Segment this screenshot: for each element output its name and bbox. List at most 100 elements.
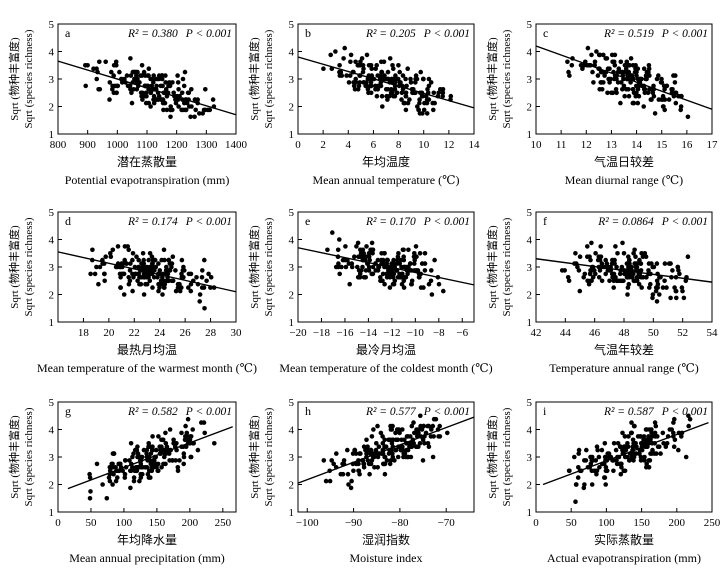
data-point xyxy=(375,257,381,263)
data-point xyxy=(673,100,679,106)
data-point xyxy=(140,471,145,477)
data-point xyxy=(150,444,155,450)
y-axis-label-en: Sqrt (species richness) xyxy=(501,217,513,316)
x-tick-label: −100 xyxy=(296,517,319,529)
data-point xyxy=(378,73,383,78)
data-point xyxy=(122,257,127,263)
x-axis-label-cn: 最热月均温 xyxy=(117,343,177,357)
x-tick-label: −20 xyxy=(289,327,307,339)
data-point xyxy=(652,434,658,439)
data-point xyxy=(136,264,141,270)
data-point xyxy=(358,451,363,456)
data-point xyxy=(355,264,360,270)
panel-letter: a xyxy=(65,26,71,40)
data-point xyxy=(661,441,666,446)
regression-line xyxy=(297,416,475,484)
data-point xyxy=(130,69,136,75)
data-point xyxy=(200,111,205,116)
data-point xyxy=(382,461,388,467)
data-point xyxy=(336,261,341,266)
data-point xyxy=(627,261,632,266)
x-axis-label-cn: 实际蒸散量 xyxy=(594,532,654,547)
data-point xyxy=(193,107,198,113)
data-point xyxy=(641,66,647,71)
data-point xyxy=(328,52,334,58)
x-tick-label: 24 xyxy=(154,327,166,339)
x-tick-label: 13 xyxy=(606,139,618,151)
data-point xyxy=(425,423,431,429)
data-point xyxy=(185,416,191,422)
y-tick-label: 2 xyxy=(49,102,55,114)
data-point xyxy=(150,447,156,453)
data-point xyxy=(629,275,634,280)
data-point xyxy=(177,458,182,463)
data-point xyxy=(110,247,116,253)
data-point xyxy=(408,261,413,266)
x-axis-label-cn: 潜在蒸散量 xyxy=(117,154,177,169)
data-point xyxy=(329,458,335,463)
data-point xyxy=(403,76,408,82)
data-point xyxy=(107,478,113,484)
data-point xyxy=(649,430,654,436)
data-point xyxy=(161,247,167,253)
y-tick-label: 5 xyxy=(49,19,55,31)
data-point xyxy=(424,100,430,106)
data-point xyxy=(581,485,587,491)
data-point xyxy=(668,261,673,266)
data-point xyxy=(399,90,405,96)
data-point xyxy=(601,52,606,58)
data-point xyxy=(343,244,348,249)
data-point xyxy=(351,468,356,474)
data-point xyxy=(661,104,666,109)
data-point xyxy=(566,69,571,75)
data-point xyxy=(590,275,596,280)
data-point xyxy=(90,247,95,253)
data-point xyxy=(626,281,632,287)
data-point xyxy=(120,468,125,474)
data-point xyxy=(387,93,392,99)
data-point xyxy=(356,83,362,89)
data-point xyxy=(179,430,184,436)
panel-letter: c xyxy=(543,26,548,40)
x-tick-label: 2 xyxy=(320,139,326,151)
x-tick-label: 26 xyxy=(180,327,192,339)
data-point xyxy=(627,271,632,277)
x-axis-label-cn: 湿润指数 xyxy=(362,532,410,547)
data-point xyxy=(115,475,120,480)
r-squared-value: R² = 0.205 xyxy=(365,28,416,40)
data-point xyxy=(144,264,150,270)
data-point xyxy=(348,485,354,491)
data-point xyxy=(142,275,147,280)
data-point xyxy=(422,268,428,273)
data-point xyxy=(97,59,102,65)
data-point xyxy=(402,100,407,106)
panel-d: 1 2 3 4 5 18 20 22 24 26 28 30 d R² = 0.174 P < 0.001 S… xyxy=(7,207,257,375)
data-point xyxy=(431,107,436,113)
data-point xyxy=(151,73,156,78)
data-point xyxy=(635,76,641,82)
y-axis-label-en: Sqrt (species richness) xyxy=(501,29,513,128)
x-tick-label: 12 xyxy=(581,139,592,151)
data-point xyxy=(357,80,363,85)
data-point xyxy=(342,45,348,51)
data-point xyxy=(429,268,434,273)
x-axis-label-en: Mean diurnal range (℃) xyxy=(565,173,683,187)
data-point xyxy=(173,288,179,294)
data-point xyxy=(188,454,193,460)
y-tick-label: 2 xyxy=(527,102,533,114)
y-tick-label: 1 xyxy=(527,317,533,329)
data-point xyxy=(403,107,409,113)
regression-line xyxy=(542,421,709,486)
x-tick-label: 42 xyxy=(531,327,542,339)
data-point xyxy=(436,434,441,439)
data-point xyxy=(640,275,646,280)
data-point xyxy=(666,97,672,102)
x-tick-label: 900 xyxy=(79,139,96,151)
data-point xyxy=(107,80,113,85)
data-point xyxy=(657,275,662,280)
data-point xyxy=(164,107,170,113)
data-point xyxy=(421,76,426,82)
x-tick-label: 30 xyxy=(231,327,243,339)
data-point xyxy=(353,461,359,467)
